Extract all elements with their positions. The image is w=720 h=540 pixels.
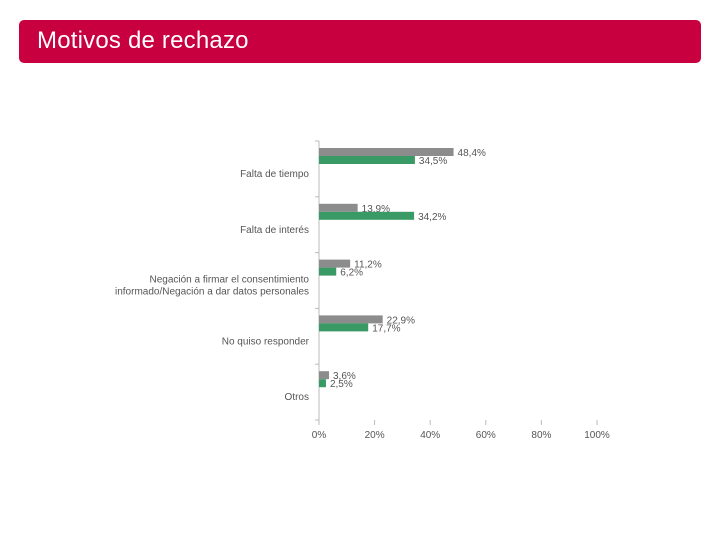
data-label: 34,2% xyxy=(418,212,446,223)
data-label: 22,9% xyxy=(387,315,415,326)
category-label: Negación a firmar el consentimiento xyxy=(149,275,309,286)
x-tick-label: 0% xyxy=(312,430,327,441)
x-tick-label: 20% xyxy=(365,430,385,441)
bar-green xyxy=(319,267,337,276)
bar-gray xyxy=(319,259,351,268)
category-label: informado/Negación a dar datos personale… xyxy=(115,287,309,298)
bar-green xyxy=(319,156,415,164)
title-bar: Motivos de rechazo xyxy=(19,20,701,63)
data-label: 11,2% xyxy=(354,260,382,271)
category-label: Falta de interés xyxy=(240,225,309,236)
x-tick-label: 60% xyxy=(476,430,496,441)
data-label: 6,2% xyxy=(340,268,363,279)
x-tick-label: 40% xyxy=(420,430,440,441)
data-label: 34,5% xyxy=(419,156,447,167)
category-label: Falta de tiempo xyxy=(240,169,309,180)
data-label: 13,9% xyxy=(362,204,390,215)
category-label: No quiso responder xyxy=(222,336,310,347)
x-tick-label: 100% xyxy=(584,430,610,441)
bar-gray xyxy=(319,203,358,212)
category-label: Otros xyxy=(285,392,309,403)
bar-gray xyxy=(319,371,330,380)
page-title: Motivos de rechazo xyxy=(37,27,249,54)
data-label: 2,5% xyxy=(330,379,353,390)
data-label: 48,4% xyxy=(458,148,486,159)
bar-gray xyxy=(319,148,454,156)
data-label: 17,7% xyxy=(372,323,400,334)
bar-green xyxy=(319,211,415,220)
bar-gray xyxy=(319,315,383,324)
bar-green xyxy=(319,379,326,388)
data-label: 3,6% xyxy=(333,371,356,382)
x-tick-label: 80% xyxy=(531,430,551,441)
bar-green xyxy=(319,323,369,332)
